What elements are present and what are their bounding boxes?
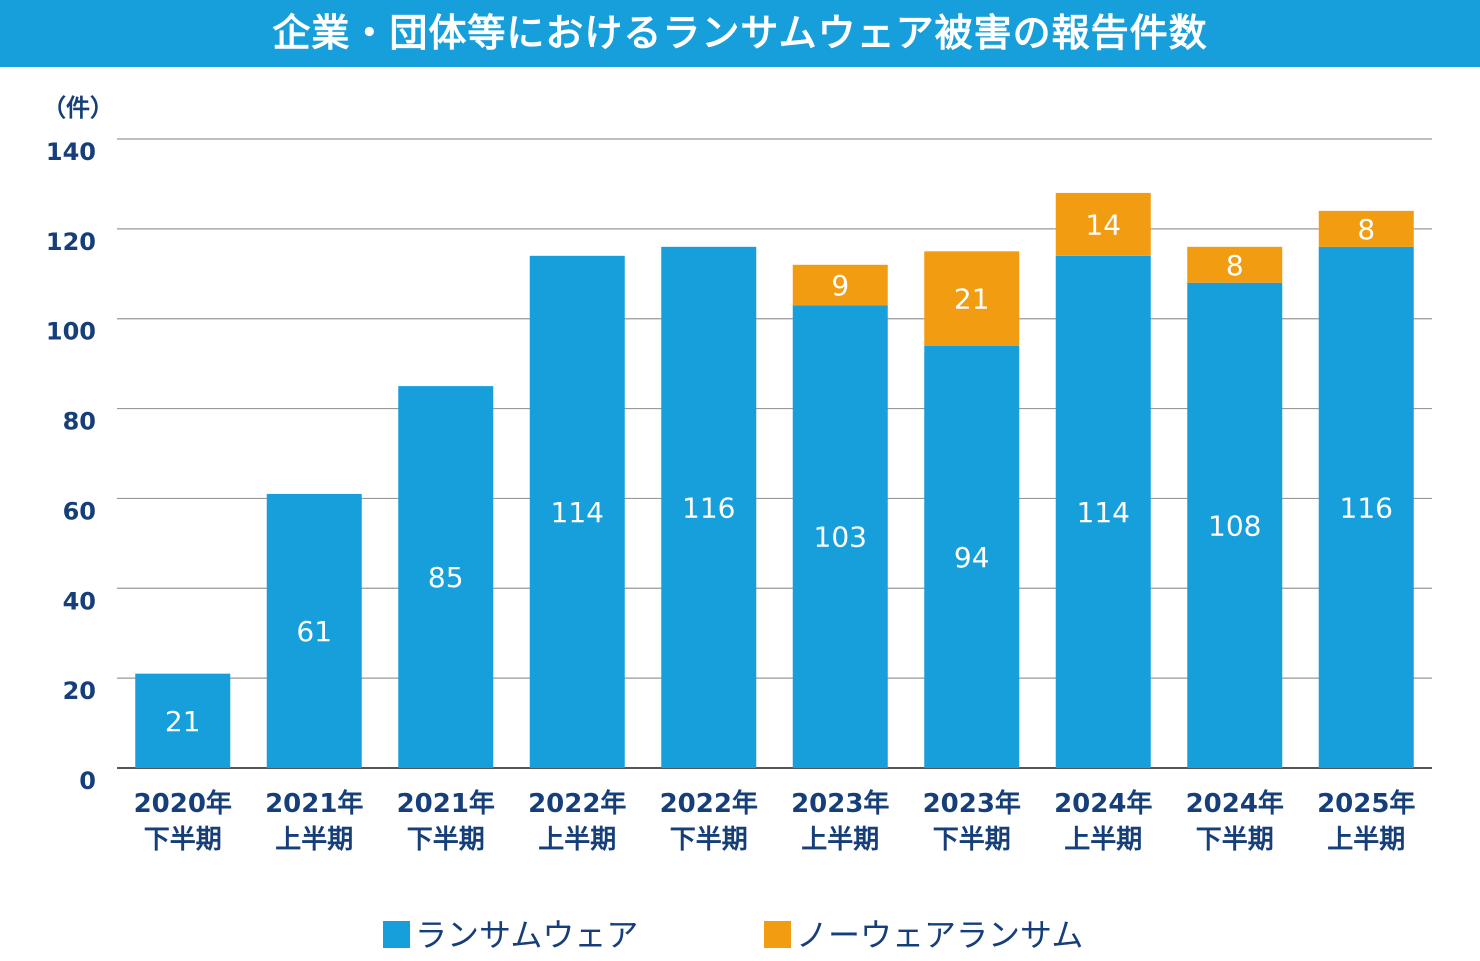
y-tick-label: 120 (46, 228, 96, 256)
x-tick-label: 上半期 (538, 825, 616, 855)
bar-segment (1055, 192, 1151, 256)
bar-segment (1187, 282, 1283, 768)
bar-segment (529, 255, 625, 769)
x-tick-label: 下半期 (144, 825, 222, 855)
bar-segment (792, 264, 888, 306)
data-label: 8 (1357, 213, 1375, 246)
data-label: 108 (1208, 509, 1261, 542)
bar-segment (1318, 210, 1414, 247)
data-label: 114 (1077, 496, 1130, 529)
bar-segment (661, 246, 757, 769)
x-tick-label: 上半期 (801, 825, 879, 855)
x-tick-label: 2024年 (1054, 788, 1152, 819)
x-tick-label: 2021年 (265, 788, 363, 819)
data-label: 114 (551, 496, 604, 529)
data-label: 61 (296, 615, 332, 648)
x-tick-label: 2024年 (1186, 788, 1284, 819)
y-axis-unit: （件） (42, 94, 114, 122)
data-label: 21 (165, 705, 201, 738)
x-tick-label: 下半期 (670, 825, 748, 855)
bar-segment (792, 305, 888, 768)
x-tick-label: 上半期 (275, 825, 353, 855)
x-tick-label: 下半期 (1196, 825, 1274, 855)
data-label: 116 (1340, 491, 1393, 524)
data-label: 116 (682, 491, 735, 524)
y-tick-label: 60 (63, 497, 96, 525)
data-label: 94 (954, 541, 990, 574)
legend-swatch (764, 921, 791, 948)
legend-label: ノーウェアランサム (796, 916, 1083, 954)
x-tick-label: 上半期 (1327, 825, 1405, 855)
bar-segment (135, 673, 231, 768)
legend-swatch (383, 921, 410, 948)
data-label: 21 (954, 282, 990, 315)
data-label: 14 (1085, 208, 1121, 241)
x-tick-label: 2023年 (923, 788, 1021, 819)
data-label: 8 (1226, 249, 1244, 282)
bar-segment (1187, 246, 1283, 283)
x-tick-label: 2025年 (1317, 788, 1415, 819)
x-tick-label: 2022年 (528, 788, 626, 819)
bar-segment (1318, 246, 1414, 769)
y-tick-label: 100 (46, 318, 96, 346)
data-label: 9 (831, 269, 849, 302)
bar-segment (1055, 255, 1151, 769)
y-tick-label: 0 (79, 767, 96, 795)
x-tick-label: 上半期 (1064, 825, 1142, 855)
data-label: 85 (428, 561, 464, 594)
y-tick-label: 20 (63, 677, 96, 705)
data-label: 103 (814, 521, 867, 554)
chart-title: 企業・団体等におけるランサムウェア被害の報告件数 (0, 0, 1480, 67)
bar-segment (924, 345, 1020, 768)
x-tick-label: 2022年 (660, 788, 758, 819)
x-tick-label: 2021年 (397, 788, 495, 819)
y-tick-label: 40 (63, 587, 96, 615)
bar-segment (924, 251, 1020, 346)
bar-segment (266, 493, 362, 768)
x-tick-label: 2023年 (791, 788, 889, 819)
legend-label: ランサムウェア (415, 916, 638, 954)
bar-segment (398, 386, 494, 768)
y-tick-label: 80 (63, 408, 96, 436)
x-tick-label: 2020年 (134, 788, 232, 819)
x-tick-label: 下半期 (933, 825, 1011, 855)
y-tick-label: 140 (46, 138, 96, 166)
x-tick-label: 下半期 (407, 825, 485, 855)
